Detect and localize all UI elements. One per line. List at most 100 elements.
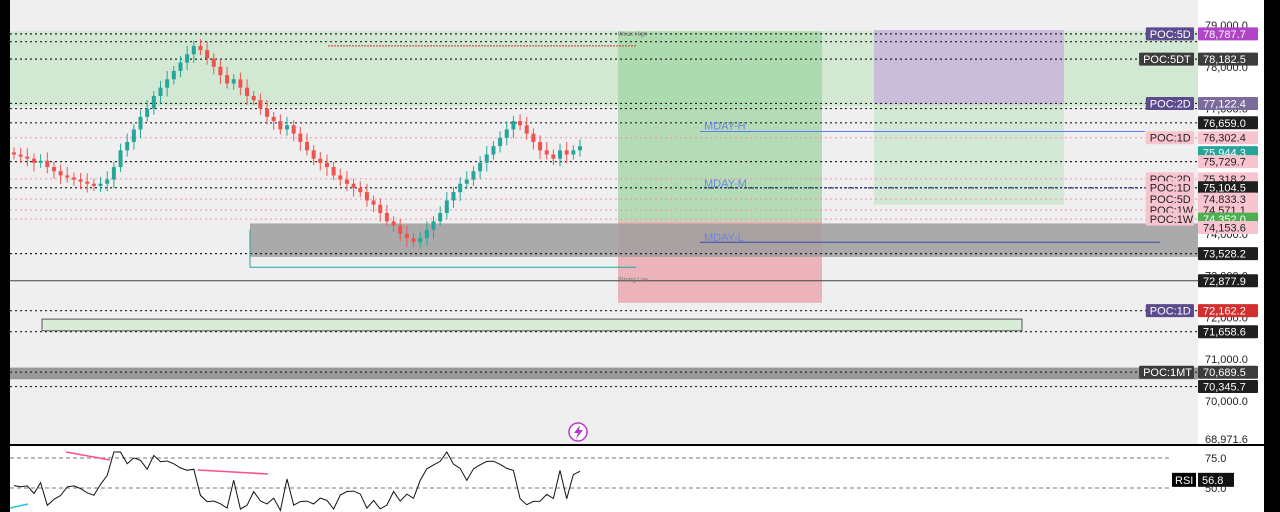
candle-body — [318, 158, 323, 163]
candle-body — [571, 150, 576, 155]
mday-high-label: MDAY-H — [704, 121, 746, 133]
poc-purple-zone — [874, 30, 1064, 105]
candle-body — [178, 62, 183, 71]
poc-1mt-band — [10, 367, 1198, 380]
poc-label-text: POC:2D — [1150, 98, 1191, 110]
rsi-level-label: 75.0 — [1205, 453, 1226, 465]
poc-label-text: POC:1MT — [1143, 367, 1192, 379]
lightning-icon-glyph — [574, 425, 583, 439]
candle-body — [125, 141, 130, 151]
candle-body — [65, 175, 70, 178]
candle-body — [18, 154, 23, 157]
candle-body — [31, 158, 36, 163]
rsi-name-tag — [1172, 472, 1196, 487]
rsi-name-label: RSI — [1175, 475, 1193, 487]
price-tag-box — [1198, 304, 1258, 318]
candle-body — [251, 96, 256, 101]
candle-body — [231, 79, 236, 84]
price-tag-box — [1198, 131, 1258, 145]
weak-high-label: Weak High — [618, 32, 647, 38]
rsi-value-label: 56.8 — [1202, 475, 1223, 487]
price-tick-label: 71,000.0 — [1205, 354, 1248, 366]
candle-body — [578, 146, 582, 151]
poc-label-text: POC:5DT — [1143, 54, 1191, 66]
candle-body — [71, 177, 76, 180]
candle-body — [85, 181, 90, 184]
strong-low-label: Strong Low — [618, 277, 649, 283]
poc-label-text: POC:1D — [1150, 183, 1191, 195]
candle-body — [418, 238, 423, 243]
candle-body — [304, 141, 309, 151]
demand-zone — [41, 318, 1023, 332]
candle-body — [331, 167, 336, 176]
rsi-divergence-line — [9, 503, 29, 509]
price-tag-box — [1198, 220, 1258, 234]
candle-body — [478, 162, 483, 172]
candle-body — [245, 87, 250, 97]
candle-body — [411, 238, 416, 243]
mday-low-label: MDAY-L — [704, 232, 744, 244]
price-tag-value: 77,122.4 — [1203, 98, 1246, 110]
candle-body — [91, 183, 96, 186]
price-tag-value: 70,689.5 — [1203, 367, 1246, 379]
candle-body — [131, 129, 136, 142]
candle-body — [165, 79, 170, 88]
price-tag-value: 78,182.5 — [1203, 54, 1246, 66]
price-tag-box — [1198, 96, 1258, 110]
candle-body — [211, 58, 216, 67]
candle-body — [524, 125, 529, 134]
poc-label-box — [1145, 131, 1194, 145]
candle-body — [258, 100, 263, 109]
price-tag-value: 75,104.5 — [1203, 183, 1246, 195]
price-tick-label: 70,000.0 — [1205, 396, 1248, 408]
price-tag-box — [1198, 52, 1258, 66]
poc-label-box — [1145, 212, 1194, 226]
candle-body — [558, 150, 563, 159]
price-tag-value: 75,729.7 — [1203, 157, 1246, 169]
candle-body — [484, 154, 489, 163]
candle-body — [531, 133, 536, 142]
candle-body — [185, 54, 190, 63]
candle-body — [265, 108, 270, 117]
candle-body — [78, 179, 83, 182]
price-tag-box — [1198, 181, 1258, 195]
price-tag-box — [1198, 274, 1258, 288]
poc-label-box — [1145, 181, 1194, 195]
candle-body — [138, 116, 143, 130]
candle-body — [285, 125, 290, 130]
price-tag-box — [1198, 192, 1258, 206]
candle-body — [25, 156, 30, 159]
candle-body — [344, 179, 349, 184]
candle-body — [51, 167, 56, 172]
candle-body — [444, 200, 449, 213]
price-tick-label: 68,971.6 — [1205, 434, 1248, 446]
candle-body — [498, 137, 503, 147]
candle-body — [105, 179, 110, 184]
candle-body — [311, 150, 316, 159]
candle-body — [491, 146, 496, 155]
poc-label-box — [1145, 192, 1194, 206]
rsi-line — [13, 451, 581, 512]
candle-body — [324, 162, 329, 168]
price-tag-value: 71,658.6 — [1203, 327, 1246, 339]
price-tag-value: 72,877.9 — [1203, 276, 1246, 288]
poc-label-box — [1145, 27, 1194, 41]
candle-body — [424, 229, 429, 239]
candle-body — [504, 129, 509, 138]
candle-body — [364, 192, 369, 201]
poc-label-text: POC:5D — [1150, 194, 1191, 206]
candle-body — [458, 183, 463, 193]
candle-body — [431, 221, 436, 230]
price-tag-value: 74,833.3 — [1203, 194, 1246, 206]
candle-body — [384, 213, 389, 222]
candle-body — [544, 150, 549, 155]
long-target-zone — [618, 31, 822, 222]
candle-body — [278, 121, 283, 130]
candle-body — [198, 45, 203, 51]
candle-body — [38, 160, 43, 163]
candle-body — [391, 221, 396, 226]
candle-body — [205, 50, 210, 59]
poc-label-text: POC:1W — [1150, 214, 1194, 226]
